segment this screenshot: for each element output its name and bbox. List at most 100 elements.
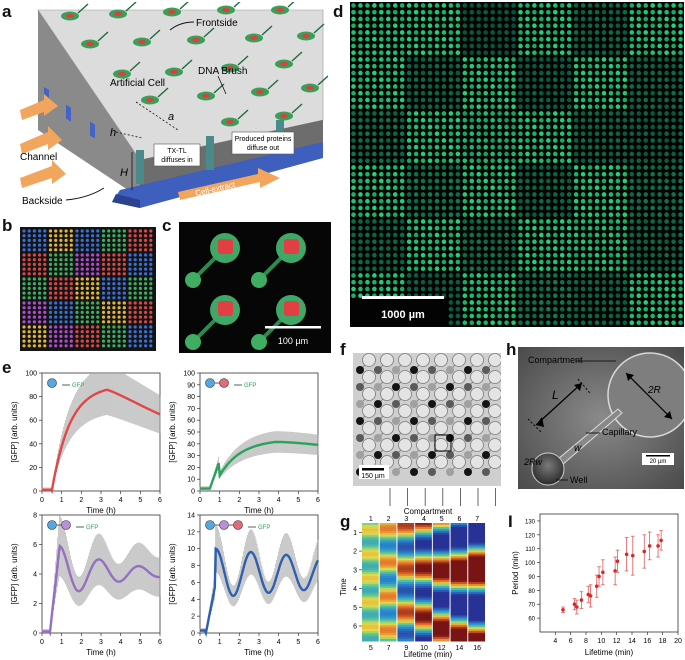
compartment-unit	[356, 421, 376, 442]
x-axis-label: Lifetime (min)	[585, 648, 634, 657]
kinetics-plot: 0 1 2 3 4 5 6 0 2 4 6 8 Time (h) [GFP] (arb. units) GF…	[10, 513, 162, 658]
lifetime-tick: 16	[473, 645, 481, 652]
label-H: H	[120, 167, 128, 179]
y-tick-label: 8	[191, 563, 195, 570]
compartment-unit	[356, 387, 376, 408]
compartment-unit	[464, 421, 484, 442]
x-tick-label: 3	[257, 639, 261, 646]
kymo-ylabel: Time	[340, 578, 348, 596]
compartment-unit	[428, 370, 448, 391]
compartment-tick: 7	[475, 516, 479, 523]
compartment-unit	[392, 421, 412, 442]
x-tick-label: 2	[79, 639, 83, 646]
y-axis-label: [GFP] (arb. units)	[10, 401, 19, 463]
compartment-unit	[356, 353, 376, 374]
compartment-unit	[464, 455, 484, 476]
y-axis-label: [GFP] (arb. units)	[168, 401, 177, 463]
y-tick-label: 0	[33, 631, 37, 638]
y-tick-label: 80	[187, 394, 195, 401]
data-point	[659, 530, 663, 551]
y-tick-label: 10	[187, 546, 195, 553]
compartment-unit	[392, 404, 412, 425]
array-block	[22, 277, 47, 300]
y-tick-label: 120	[525, 533, 536, 539]
x-tick-label: 2	[237, 639, 241, 646]
compartment-unit	[410, 353, 430, 374]
y-tick-label: 70	[187, 406, 195, 413]
flow-arrow-3	[20, 160, 66, 188]
compartment-unit	[482, 353, 501, 374]
label-a-spacing: a	[168, 111, 174, 123]
y-tick-label: 0	[33, 489, 37, 496]
label-well: Well	[570, 475, 587, 485]
compartment-unit	[428, 404, 448, 425]
panel-label-i: I	[508, 512, 513, 531]
x-tick-label: 1	[218, 497, 222, 504]
y-tick-label: 20	[29, 465, 37, 472]
kymograph-column	[432, 523, 450, 642]
artificial-cell-image	[185, 295, 240, 350]
fluorescence-array: 1000 µm	[350, 2, 684, 327]
y-tick-label: 80	[29, 394, 37, 401]
x-tick-label: 4	[277, 497, 281, 504]
label-produced-1: Produced proteins	[235, 136, 292, 143]
side-channel-2	[66, 104, 71, 122]
artificial-cell	[109, 2, 137, 19]
compartment-unit	[446, 387, 466, 408]
time-tick: 6	[353, 624, 357, 631]
compartment-unit	[410, 370, 430, 391]
compartment-unit	[410, 404, 430, 425]
compartment-unit	[392, 387, 412, 408]
y-tick-label: 130	[525, 519, 536, 525]
x-tick-label: 1	[60, 497, 64, 504]
artificial-cell-image	[251, 295, 306, 350]
artificial-cell	[251, 79, 279, 97]
label-L: L	[552, 388, 559, 402]
array-block	[75, 277, 100, 300]
compartment-connectors	[389, 488, 497, 506]
compartment-unit	[482, 387, 501, 408]
compartment-unit	[428, 438, 448, 459]
array-block	[48, 253, 73, 276]
x-tick-label: 5	[138, 497, 142, 504]
artificial-cell	[133, 29, 161, 47]
x-tick-label: 5	[296, 497, 300, 504]
artificial-cell	[61, 3, 89, 21]
y-tick-label: 6	[33, 542, 37, 549]
data-point	[656, 534, 660, 558]
array-block	[128, 277, 153, 300]
x-tick-label: 20	[674, 638, 682, 645]
compartment-unit	[410, 438, 430, 459]
kymograph-column	[397, 523, 415, 642]
cell-extract-channel	[112, 142, 323, 208]
data-point	[630, 535, 635, 576]
artificial-cell	[163, 2, 189, 17]
well-cut-1	[136, 150, 144, 184]
array-block	[128, 301, 153, 324]
panel-label-a: a	[2, 2, 12, 21]
array-block	[22, 229, 47, 252]
flow-arrow-1	[20, 94, 58, 120]
time-tick: 4	[353, 586, 357, 593]
artificial-cell	[297, 23, 325, 41]
y-axis-label: [GFP] (arb. units)	[10, 543, 19, 605]
artificial-cell	[245, 25, 273, 43]
lifetime-tick: 14	[456, 645, 464, 652]
array-block	[101, 229, 126, 252]
circuit-icon: GFP	[47, 520, 98, 531]
label-2Rw: 2Rw	[523, 457, 543, 467]
y-tick-label: 80	[528, 589, 535, 595]
y-tick-label: 90	[187, 382, 195, 389]
y-tick-label: 60	[187, 418, 195, 425]
x-tick-label: 0	[198, 639, 202, 646]
kymograph-column	[468, 523, 485, 642]
label-compartment-h: Compartment	[528, 355, 583, 365]
scale-label-c: 100 µm	[278, 336, 308, 346]
cell-micrograph: 100 µm	[179, 222, 331, 353]
x-tick-label: 10	[597, 638, 605, 645]
artificial-cell-image	[185, 233, 240, 288]
y-tick-label: 30	[187, 453, 195, 460]
y-tick-label: 4	[33, 572, 37, 579]
